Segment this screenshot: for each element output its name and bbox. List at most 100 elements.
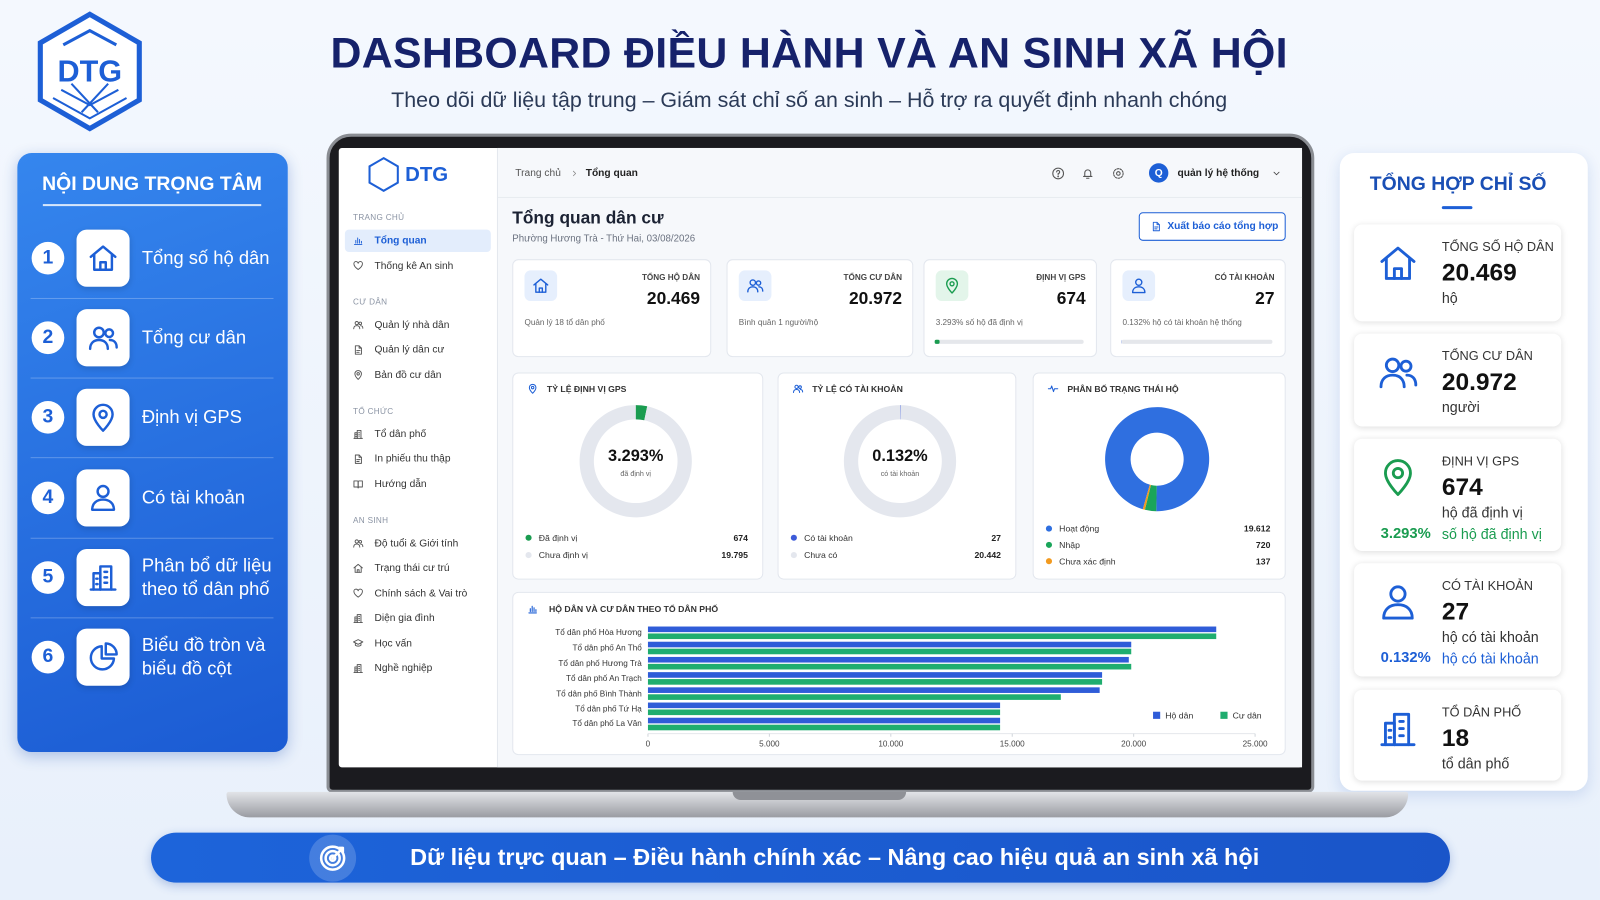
summary-label: CÓ TÀI KHOẢN [1441, 578, 1534, 593]
legend-dot [1045, 558, 1053, 565]
footer-banner [151, 832, 1450, 883]
legend-dot [1045, 541, 1053, 548]
summary-unit: người [1441, 398, 1480, 416]
icon-part [356, 569, 360, 573]
bar [647, 656, 1129, 663]
icon [353, 429, 363, 439]
icon-part [96, 484, 110, 499]
nav-item[interactable]: In phiếu thu thập [374, 453, 451, 465]
breadcrumb-link[interactable]: Trang chủ [515, 167, 561, 180]
nav-item[interactable]: Nghề nghiệp [374, 662, 433, 674]
icon-part [1384, 459, 1412, 496]
icon-part [798, 385, 802, 389]
kpi-value: 20.469 [646, 288, 700, 309]
icon-part [104, 328, 115, 339]
summary-value: 27 [1441, 597, 1470, 626]
item-number: 3 [42, 406, 54, 428]
bar [647, 679, 1103, 685]
icon-part [354, 345, 362, 355]
icon-tile [76, 309, 130, 367]
progress-fill [934, 339, 940, 344]
icon [747, 279, 764, 293]
nav-item[interactable]: Trạng thái cư trú [374, 562, 450, 574]
kpi-value: 27 [1255, 288, 1275, 309]
sidebar-logo: DTG [405, 163, 449, 187]
icon [792, 384, 804, 394]
export-button-label[interactable]: Xuất báo cáo tổng hợp [1167, 220, 1279, 233]
icon-part [99, 565, 113, 591]
icon [353, 261, 363, 271]
icon [1380, 712, 1416, 747]
page-subtitle: Theo dõi dữ liệu tập trung – Giám sát ch… [391, 88, 1228, 113]
icon [92, 403, 114, 432]
item-label: Phân bổ dữ liệu theo tổ dân phố [141, 554, 272, 599]
icon[interactable] [1052, 167, 1065, 180]
kpi-note: 0.132% hộ có tài khoản hệ thống [1122, 317, 1242, 328]
progress-track [934, 339, 1084, 344]
kpi-value: 674 [1056, 288, 1086, 309]
export-button[interactable] [1138, 212, 1286, 241]
summary-label: TỔNG CƯ DÂN [1441, 348, 1533, 364]
x-tick-label: 10.000 [878, 739, 904, 749]
icon-part [1382, 603, 1414, 620]
nav-item[interactable]: Hướng dẫn [374, 478, 427, 490]
icon [1380, 246, 1416, 280]
icon-part [1405, 373, 1418, 387]
icon-tile [76, 229, 130, 287]
icon-part [357, 480, 363, 489]
chart-title: TỶ LỆ CÓ TÀI KHOẢN [812, 383, 903, 394]
summary-percent-note: số hộ đã định vị [1441, 525, 1542, 542]
donut-center-caption: có tài khoản [880, 470, 920, 479]
icon-part [331, 846, 345, 860]
bar [647, 694, 1061, 700]
kpi-icon-tile [738, 270, 772, 302]
panel-underline [1441, 206, 1473, 210]
nav-item[interactable]: Tổ dân phố [374, 428, 427, 440]
nav-item[interactable]: Quản lý nhà dân [374, 319, 450, 331]
icon-part [319, 845, 346, 871]
icon-part [356, 614, 362, 624]
user-name[interactable]: quản lý hệ thống [1177, 167, 1260, 180]
icon [1382, 585, 1414, 620]
icon-part [90, 498, 116, 512]
number-badge [31, 241, 65, 275]
icon [1379, 357, 1418, 389]
icon [354, 370, 362, 380]
nav-item[interactable]: Diện gia đình [374, 612, 435, 624]
icon[interactable] [1083, 169, 1093, 179]
icon [319, 845, 346, 871]
icon-part [354, 321, 359, 326]
item-separator [30, 537, 274, 539]
icon-part [355, 237, 362, 244]
summary-value: 20.469 [1441, 259, 1517, 287]
legend-value: 720 [1255, 539, 1271, 550]
icon-part [89, 645, 116, 671]
nav-item[interactable]: Học vấn [374, 637, 412, 649]
icon-part [356, 459, 361, 462]
icon [354, 454, 362, 464]
icon-part [538, 287, 544, 293]
nav-item[interactable]: Quản lý dân cư [374, 344, 445, 356]
summary-percent: 0.132% [1380, 649, 1431, 667]
nav-item[interactable]: Tổng quan [374, 235, 427, 247]
nav-item[interactable]: Độ tuổi & Giới tính [374, 537, 459, 549]
legend-label: Cư dân [1232, 710, 1262, 721]
item-number: 6 [42, 645, 54, 668]
icon-tile [76, 548, 130, 606]
icon-part [104, 642, 118, 656]
icon-part [355, 666, 361, 672]
summary-unit: hộ [1441, 289, 1458, 307]
summary-value: 20.972 [1441, 368, 1517, 396]
chart-title: PHÂN BỐ TRẠNG THÁI HỘ [1067, 383, 1179, 394]
icon-part [1083, 169, 1093, 177]
laptop-notch [732, 791, 907, 800]
icon[interactable] [1113, 168, 1124, 179]
nav-item[interactable]: Bản đồ cư dân [374, 369, 442, 381]
icon-part [354, 539, 359, 544]
icon-part [89, 245, 117, 259]
donut-segment [635, 405, 648, 421]
nav-item[interactable]: Thống kê An sinh [374, 260, 454, 272]
nav-section-title: CƯ DÂN [353, 296, 388, 307]
nav-item[interactable]: Chính sách & Vai trò [374, 587, 468, 599]
